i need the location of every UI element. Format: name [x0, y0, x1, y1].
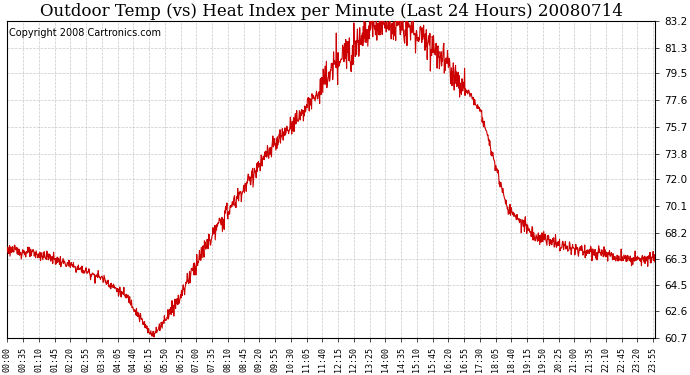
- Text: Copyright 2008 Cartronics.com: Copyright 2008 Cartronics.com: [8, 28, 161, 38]
- Title: Outdoor Temp (vs) Heat Index per Minute (Last 24 Hours) 20080714: Outdoor Temp (vs) Heat Index per Minute …: [39, 3, 622, 20]
